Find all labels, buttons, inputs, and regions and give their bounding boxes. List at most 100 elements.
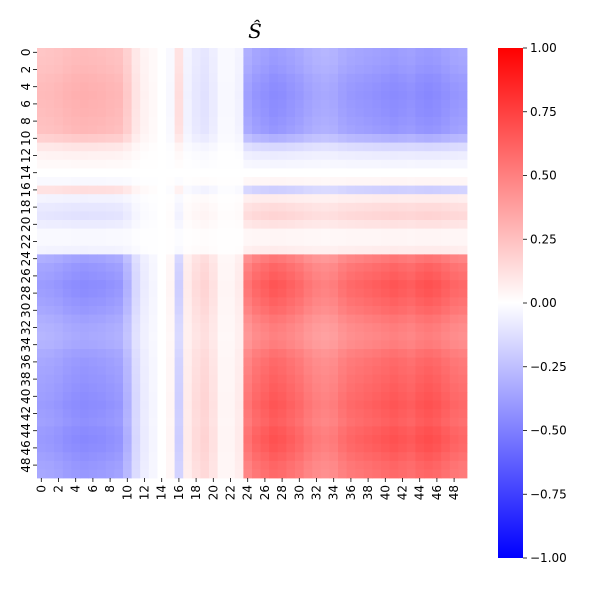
heatmap-cell xyxy=(174,280,184,290)
heatmap-cell xyxy=(295,56,304,66)
heatmap-cell xyxy=(286,211,296,221)
heatmap-cell xyxy=(260,211,270,221)
heatmap-cell xyxy=(406,142,416,152)
heatmap-cell xyxy=(148,314,158,324)
heatmap-cell xyxy=(226,228,236,238)
heatmap-cell xyxy=(312,357,322,367)
heatmap-cell xyxy=(140,228,150,238)
heatmap-cell xyxy=(320,469,330,479)
heatmap-cell xyxy=(191,73,201,83)
heatmap-cell xyxy=(97,91,107,100)
heatmap-cell xyxy=(449,409,459,419)
heatmap-cell xyxy=(252,323,261,333)
heatmap-cell xyxy=(37,409,46,419)
heatmap-cell xyxy=(312,331,322,341)
heatmap-cell xyxy=(183,392,193,401)
heatmap-cell xyxy=(346,288,356,298)
heatmap-cell xyxy=(62,400,72,410)
heatmap-cell xyxy=(441,56,451,66)
heatmap-cell xyxy=(320,142,330,152)
heatmap-cell xyxy=(114,185,124,195)
heatmap-cell xyxy=(441,357,451,367)
heatmap-cell xyxy=(260,245,270,255)
heatmap-cell xyxy=(226,469,236,479)
heatmap-cell xyxy=(458,151,468,161)
heatmap-cell xyxy=(131,134,141,143)
heatmap-cell xyxy=(424,349,433,358)
heatmap-cell xyxy=(295,108,304,118)
heatmap-cell xyxy=(200,417,210,427)
heatmap-cell xyxy=(140,323,150,333)
heatmap-cell xyxy=(174,374,184,384)
heatmap-cell xyxy=(80,280,89,290)
heatmap-cell xyxy=(363,357,373,367)
heatmap-cell xyxy=(372,142,382,152)
heatmap-cell xyxy=(320,245,330,255)
heatmap-cell xyxy=(71,271,81,281)
heatmap-cell xyxy=(406,357,416,367)
heatmap-cell xyxy=(286,99,296,109)
heatmap-cell xyxy=(415,314,425,324)
heatmap-cell xyxy=(338,220,347,229)
heatmap-cell xyxy=(432,151,442,161)
heatmap-cell xyxy=(346,99,356,109)
heatmap-cell xyxy=(131,108,141,118)
heatmap-cell xyxy=(303,73,313,83)
heatmap-cell xyxy=(243,211,253,221)
heatmap-cell xyxy=(217,185,227,195)
heatmap-cell xyxy=(80,56,89,66)
heatmap-cell xyxy=(148,108,158,118)
heatmap-cell xyxy=(234,460,244,470)
heatmap-cell xyxy=(209,245,218,255)
heatmap-cell xyxy=(174,220,184,229)
heatmap-cell xyxy=(45,263,55,272)
heatmap-cell xyxy=(260,237,270,247)
heatmap-cell xyxy=(398,271,408,281)
heatmap-cell xyxy=(372,452,382,462)
heatmap-cell xyxy=(80,314,89,324)
heatmap-cell xyxy=(71,134,81,143)
heatmap-cell xyxy=(243,185,253,195)
heatmap-cell xyxy=(45,383,55,393)
heatmap-cell xyxy=(329,99,339,109)
heatmap-cell xyxy=(363,254,373,264)
heatmap-cell xyxy=(389,374,399,384)
heatmap-cell xyxy=(355,228,365,238)
heatmap-cell xyxy=(389,469,399,479)
heatmap-cell xyxy=(217,271,227,281)
heatmap-cell xyxy=(286,82,296,92)
heatmap-cell xyxy=(97,306,107,315)
heatmap-cell xyxy=(62,159,72,169)
heatmap-cell xyxy=(191,452,201,462)
heatmap-cell xyxy=(449,211,459,221)
heatmap-cell xyxy=(424,125,433,135)
heatmap-cell xyxy=(381,374,390,384)
heatmap-cell xyxy=(200,280,210,290)
heatmap-cell xyxy=(458,237,468,247)
heatmap-cell xyxy=(37,185,46,195)
heatmap-cell xyxy=(123,409,132,419)
heatmap-cell xyxy=(88,280,98,290)
heatmap-cell xyxy=(260,443,270,453)
heatmap-cell xyxy=(269,417,279,427)
heatmap-cell xyxy=(243,340,253,350)
heatmap-cell xyxy=(243,392,253,401)
heatmap-cell xyxy=(62,340,72,350)
heatmap-cell xyxy=(381,168,390,178)
heatmap-cell xyxy=(88,185,98,195)
heatmap-cell xyxy=(424,254,433,264)
heatmap-cell xyxy=(80,288,89,298)
heatmap-cell xyxy=(346,417,356,427)
heatmap-cell xyxy=(398,374,408,384)
heatmap-cell xyxy=(191,125,201,135)
heatmap-cell xyxy=(243,151,253,161)
heatmap-cell xyxy=(191,151,201,161)
heatmap-cell xyxy=(260,383,270,393)
heatmap-cell xyxy=(148,435,158,444)
heatmap-cell xyxy=(320,99,330,109)
heatmap-cell xyxy=(243,306,253,315)
heatmap-cell xyxy=(424,134,433,143)
heatmap-cell xyxy=(37,82,46,92)
heatmap-cell xyxy=(80,116,89,126)
heatmap-cell xyxy=(286,168,296,178)
